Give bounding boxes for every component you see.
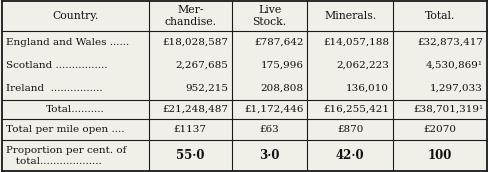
Text: £18,028,587: £18,028,587 — [162, 38, 228, 47]
Text: 208,808: 208,808 — [261, 84, 304, 93]
Text: £32,873,417: £32,873,417 — [417, 38, 483, 47]
Text: £63: £63 — [260, 125, 280, 134]
Text: Ireland  ................: Ireland ................ — [6, 84, 103, 93]
Text: Total.: Total. — [425, 11, 455, 21]
Text: Total per mile open ....: Total per mile open .... — [6, 125, 125, 134]
Text: £870: £870 — [337, 125, 364, 134]
Text: 55·0: 55·0 — [176, 149, 204, 162]
Text: 42·0: 42·0 — [336, 149, 365, 162]
Text: 952,215: 952,215 — [185, 84, 228, 93]
Text: 2,267,685: 2,267,685 — [175, 61, 228, 70]
Text: Minerals.: Minerals. — [324, 11, 376, 21]
Text: Mer-
chandise.: Mer- chandise. — [164, 5, 216, 27]
Text: 4,530,869¹: 4,530,869¹ — [426, 61, 483, 70]
Text: 2,062,223: 2,062,223 — [336, 61, 389, 70]
Text: £1,172,446: £1,172,446 — [244, 105, 304, 114]
Text: 100: 100 — [428, 149, 452, 162]
Text: £2070: £2070 — [424, 125, 456, 134]
Text: 136,010: 136,010 — [346, 84, 389, 93]
Text: 175,996: 175,996 — [261, 61, 304, 70]
Text: £787,642: £787,642 — [254, 38, 304, 47]
Text: £16,255,421: £16,255,421 — [323, 105, 389, 114]
Text: £21,248,487: £21,248,487 — [162, 105, 228, 114]
Text: 3·0: 3·0 — [259, 149, 280, 162]
Text: £38,701,319¹: £38,701,319¹ — [413, 105, 483, 114]
Text: England and Wales ......: England and Wales ...... — [6, 38, 130, 47]
Text: Total..........: Total.......... — [46, 105, 105, 114]
Text: Proportion per cent. of
   total...................: Proportion per cent. of total...........… — [6, 146, 127, 166]
Text: £1137: £1137 — [174, 125, 207, 134]
Text: 1,297,033: 1,297,033 — [430, 84, 483, 93]
Text: Country.: Country. — [53, 11, 99, 21]
Text: Scotland ................: Scotland ................ — [6, 61, 108, 70]
Text: £14,057,188: £14,057,188 — [323, 38, 389, 47]
Text: Live
Stock.: Live Stock. — [253, 5, 286, 27]
